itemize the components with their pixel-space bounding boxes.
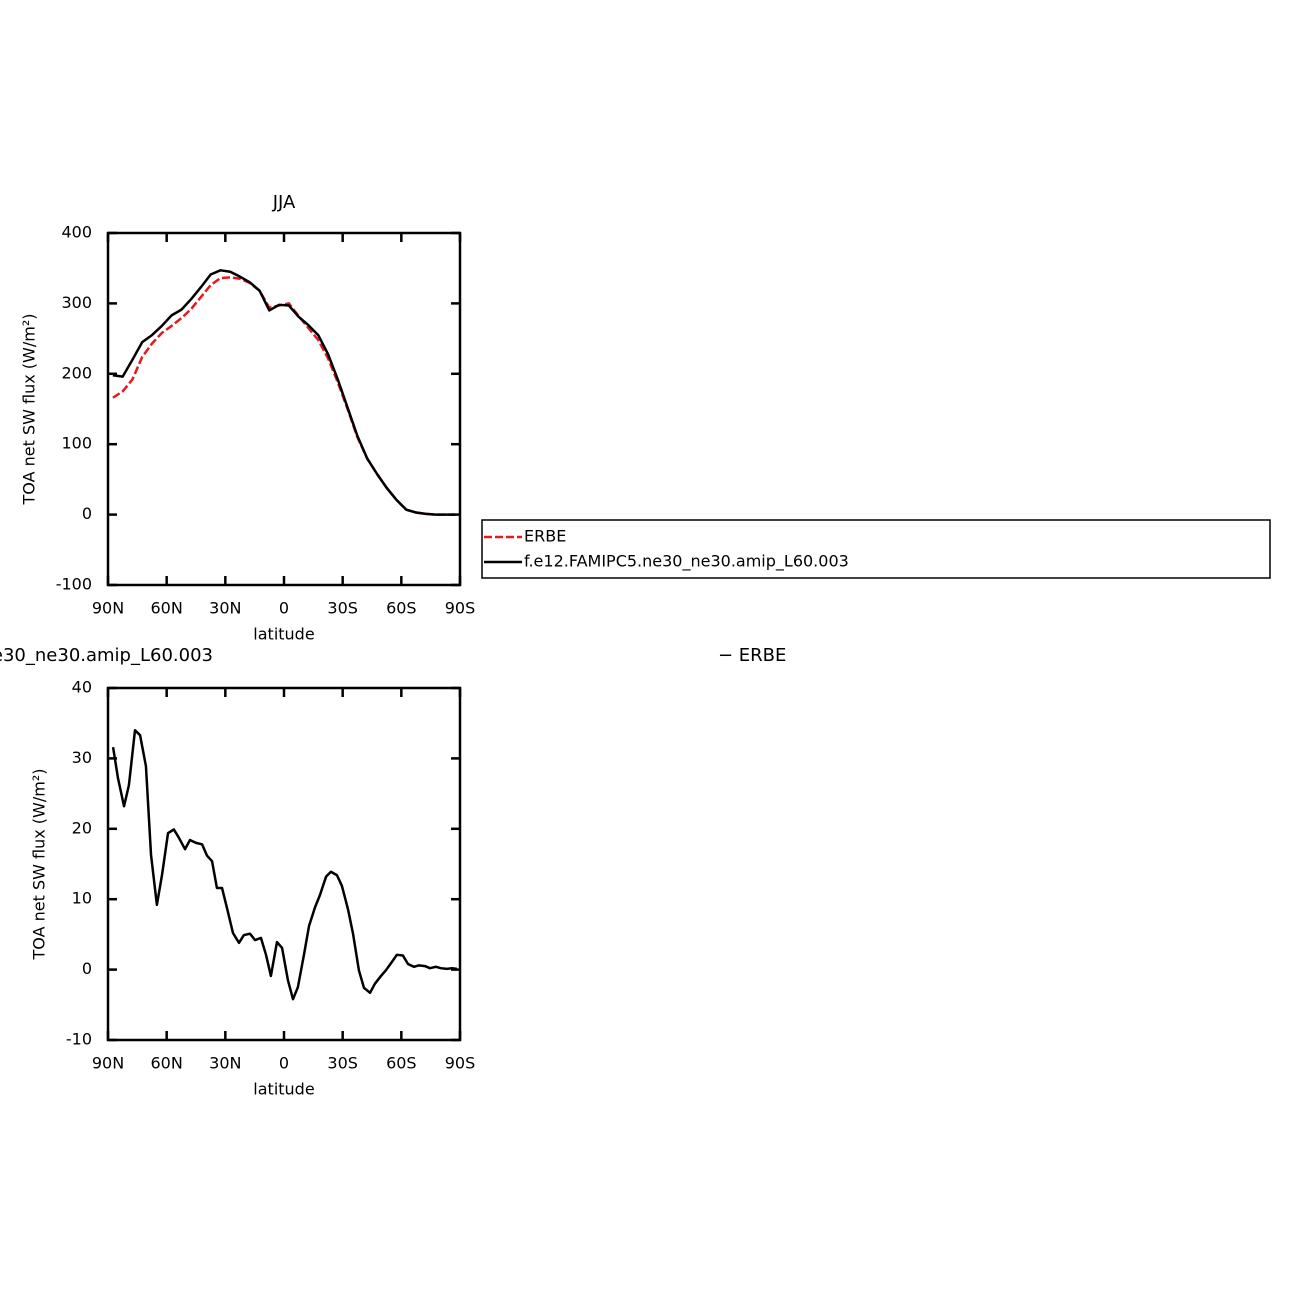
x-tick-label: 60N bbox=[151, 1054, 183, 1073]
x-tick-label: 60N bbox=[151, 599, 183, 618]
legend-box bbox=[481, 519, 1271, 579]
data-line bbox=[112, 276, 456, 516]
chart-title-right: − ERBE bbox=[718, 645, 786, 666]
y-tick-label: 10 bbox=[72, 889, 92, 908]
x-tick-label: 90S bbox=[445, 599, 476, 618]
x-axis-label: latitude bbox=[253, 625, 314, 644]
chart-title: JJA bbox=[272, 192, 296, 213]
legend-label: f.e12.FAMIPC5.ne30_ne30.amip_L60.003 bbox=[524, 552, 849, 572]
x-tick-label: 60S bbox=[386, 1054, 417, 1073]
x-tick-label: 30S bbox=[327, 599, 358, 618]
y-tick-label: 400 bbox=[61, 223, 92, 242]
y-axis-label: TOA net SW flux (W/m²) bbox=[30, 769, 49, 961]
data-line bbox=[111, 728, 458, 1001]
x-tick-label: 30S bbox=[327, 1054, 358, 1073]
x-axis-label: latitude bbox=[253, 1080, 314, 1099]
x-tick-label: 90S bbox=[445, 1054, 476, 1073]
legend-label: ERBE bbox=[524, 527, 566, 546]
y-axis-label: TOA net SW flux (W/m²) bbox=[20, 314, 39, 506]
y-tick-label: 40 bbox=[72, 678, 92, 697]
x-tick-label: 0 bbox=[279, 1054, 289, 1073]
y-tick-label: -100 bbox=[56, 575, 92, 594]
y-tick-label: 30 bbox=[72, 748, 92, 767]
x-tick-label: 60S bbox=[386, 599, 417, 618]
y-tick-label: 300 bbox=[61, 293, 92, 312]
y-tick-label: 200 bbox=[61, 363, 92, 382]
y-tick-label: 0 bbox=[82, 959, 92, 978]
data-line bbox=[112, 269, 456, 516]
x-tick-label: 30N bbox=[209, 599, 241, 618]
y-tick-label: 20 bbox=[72, 818, 92, 837]
x-tick-label: 90N bbox=[92, 1054, 124, 1073]
y-tick-label: -10 bbox=[66, 1030, 92, 1049]
x-tick-label: 0 bbox=[279, 599, 289, 618]
plot-frame bbox=[106, 686, 462, 1042]
plot-frame bbox=[106, 231, 462, 587]
y-tick-label: 100 bbox=[61, 434, 92, 453]
y-tick-label: 0 bbox=[82, 504, 92, 523]
chart-title-left: f.e12.FAMIPC5.ne30_ne30.amip_L60.003 bbox=[0, 645, 213, 666]
x-tick-label: 90N bbox=[92, 599, 124, 618]
x-tick-label: 30N bbox=[209, 1054, 241, 1073]
